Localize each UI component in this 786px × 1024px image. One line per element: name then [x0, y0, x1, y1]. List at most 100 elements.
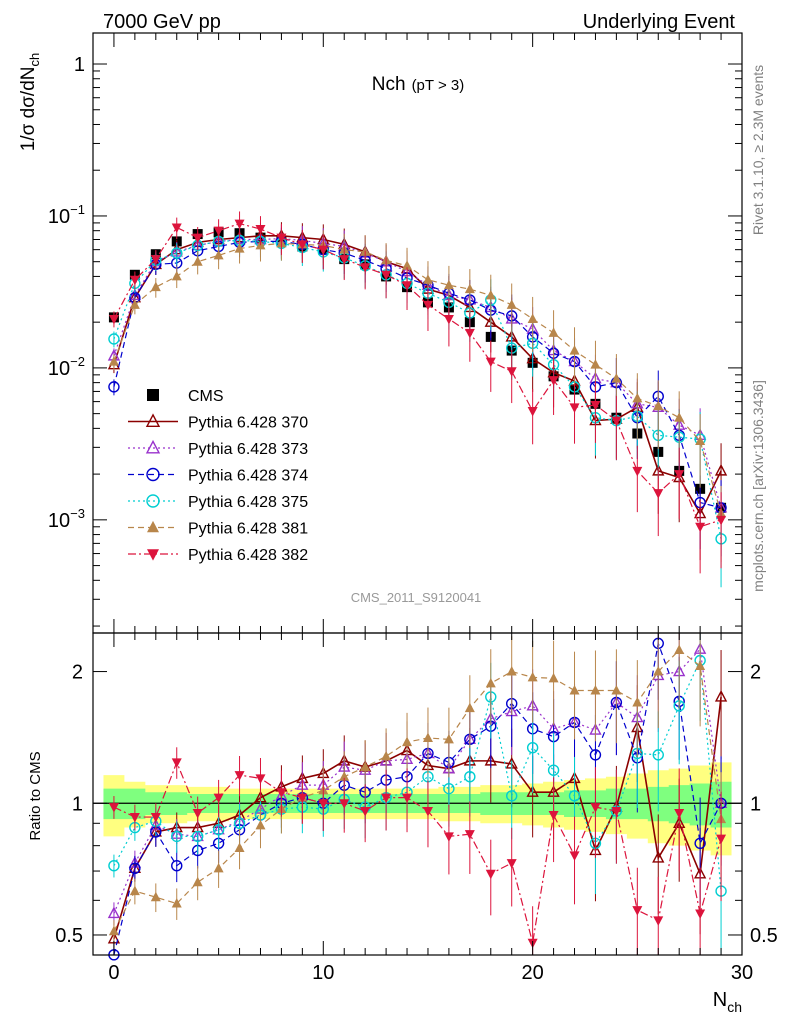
rivet-label: Rivet 3.1.10, ≥ 2.3M events	[750, 65, 766, 235]
main-point	[632, 466, 643, 477]
main-point	[234, 219, 245, 230]
ratio-point	[191, 830, 204, 843]
ratio-point	[150, 813, 161, 823]
main-point	[213, 249, 224, 260]
ratio-point	[212, 824, 225, 836]
main-point	[548, 327, 559, 337]
main-point	[171, 247, 183, 259]
legend-entry-4: Pythia 6.428 375	[128, 494, 308, 511]
ratio-point	[402, 736, 413, 747]
ratio-point	[548, 811, 559, 821]
main-point	[695, 522, 706, 533]
ratio-point	[506, 790, 518, 802]
ratio-point	[276, 788, 287, 798]
legend-label: CMS	[188, 388, 224, 405]
main-point	[171, 270, 182, 281]
ratio-point	[255, 819, 266, 830]
legend-marker	[146, 494, 160, 508]
ratio-point	[611, 685, 622, 695]
ratio-point	[652, 749, 664, 761]
main-y-tick-label: 1	[74, 54, 85, 76]
ratio-point	[653, 666, 664, 676]
ratio-point	[381, 793, 392, 804]
ratio-point	[695, 660, 706, 670]
main-y-tick-label: 10−1	[48, 202, 85, 228]
ratio-point	[318, 799, 329, 809]
main-point	[192, 256, 203, 266]
legend-entry-0: CMS	[147, 388, 224, 405]
legend-marker	[146, 467, 160, 482]
ratio-point	[108, 859, 120, 872]
ratio-point	[506, 666, 517, 676]
main-y-tick-label: 10−2	[48, 354, 85, 380]
main-plot-frame	[92, 32, 743, 634]
ratio-point	[569, 685, 580, 695]
ratio-point	[213, 793, 224, 804]
main-series-line	[113, 242, 722, 514]
ratio-point	[297, 793, 308, 804]
ratio-point	[568, 790, 581, 802]
main-y-label: 1/σ dσ/dNch	[18, 53, 42, 151]
ratio-point	[234, 842, 245, 853]
ratio-y-label: Ratio to CMS	[27, 751, 44, 840]
ratio-y-tick-label: 0.5	[55, 925, 83, 947]
ratio-point	[632, 906, 643, 916]
main-point	[569, 345, 580, 355]
mcplots-label: mcplots.cern.ch [arXiv:1306.3436]	[750, 380, 766, 592]
ratio-point	[547, 764, 560, 776]
main-point	[506, 299, 517, 309]
ratio-point	[213, 862, 224, 873]
ratio-point	[526, 785, 539, 797]
main-y-label-text: 1/σ dσ/dN	[18, 67, 39, 152]
main-point	[108, 333, 120, 345]
ratio-point	[590, 803, 601, 813]
main-point	[297, 240, 308, 250]
main-y-tick-label: 10−3	[48, 506, 85, 532]
ratio-point	[108, 925, 119, 936]
ratio-point	[107, 906, 121, 919]
ratio-series-5	[108, 747, 727, 955]
ratio-y-tick-label: 1	[72, 793, 83, 815]
legend-entry-6: Pythia 6.428 382	[128, 547, 308, 564]
main-point	[527, 313, 538, 323]
ratio-point	[129, 862, 141, 875]
legend-label: Pythia 6.428 375	[188, 494, 308, 511]
ratio-series-line	[113, 658, 722, 892]
main-series-line	[113, 239, 722, 539]
ratio-point	[464, 771, 476, 783]
ratio-point	[506, 859, 517, 869]
ratio-point	[714, 689, 728, 702]
ratio-y-tick-label-right: 1	[750, 793, 761, 815]
main-point	[443, 279, 454, 290]
main-point	[318, 245, 329, 256]
header-right: Underlying Event	[583, 11, 736, 33]
main-point	[108, 381, 120, 393]
ratio-plot-frame	[92, 632, 743, 956]
legend-label: Pythia 6.428 382	[188, 547, 308, 564]
ratio-y-tick-label-right: 2	[750, 662, 761, 684]
ratio-point	[443, 832, 454, 842]
ratio-point	[402, 793, 413, 804]
x-tick-label: 0	[108, 962, 119, 984]
main-point	[234, 243, 245, 253]
x-axis-label: Nch	[713, 989, 742, 1015]
main-point	[150, 281, 161, 292]
ratio-series-4	[108, 633, 727, 943]
ratio-point	[255, 774, 266, 784]
legend-marker	[147, 549, 159, 561]
ratio-point	[108, 803, 119, 813]
main-point	[276, 233, 287, 244]
main-point	[213, 226, 224, 237]
ratio-point	[171, 898, 182, 908]
main-point	[714, 463, 728, 476]
ratio-point	[632, 696, 643, 707]
ratio-point	[653, 916, 664, 926]
main-point	[611, 373, 622, 383]
main-point	[569, 403, 580, 413]
x-tick-label: 30	[731, 962, 753, 984]
ratio-point	[360, 761, 371, 772]
ratio-point	[485, 677, 496, 688]
x-tick-label: 10	[312, 962, 334, 984]
main-point	[527, 407, 538, 417]
main-title: Nch (pT > 3)	[372, 74, 464, 95]
